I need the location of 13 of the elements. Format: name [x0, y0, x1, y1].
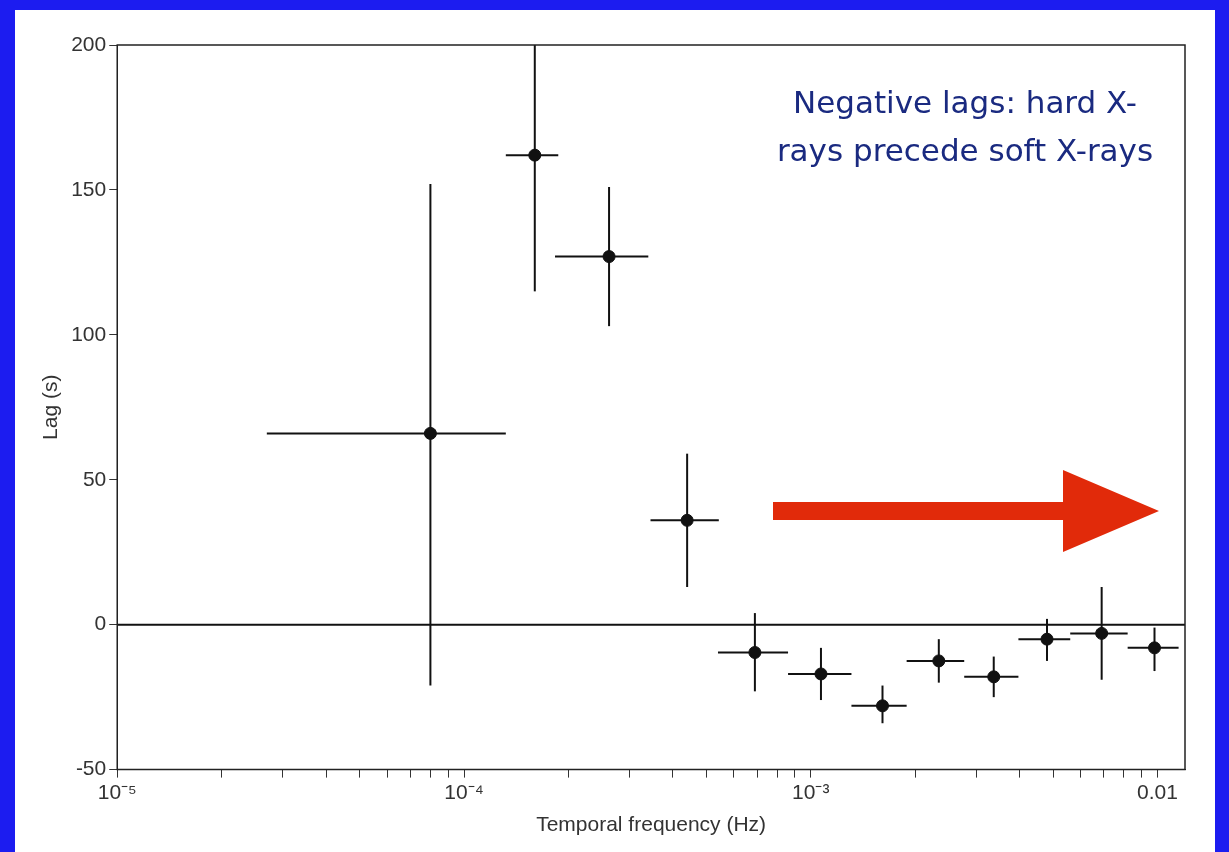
y-tick-label: 0: [94, 611, 107, 635]
y-tick-label: 150: [71, 176, 107, 200]
x-tick-label: 10⁻⁵: [97, 780, 137, 803]
y-axis-title: Lag (s): [38, 374, 62, 440]
y-tick-label: 50: [82, 466, 107, 490]
y-tick-label: -50: [75, 756, 107, 780]
x-tick-label: 10⁻³: [792, 780, 830, 803]
y-tick-label: 100: [71, 321, 107, 345]
x-axis-title: Temporal frequency (Hz): [536, 812, 767, 836]
x-tick-label: 0.01: [1137, 780, 1178, 803]
x-tick-label: 10⁻⁴: [444, 780, 484, 803]
y-tick-label: 200: [71, 31, 107, 55]
annotation: Negative lags: hard X-rays precede soft X-rays: [775, 83, 1155, 170]
